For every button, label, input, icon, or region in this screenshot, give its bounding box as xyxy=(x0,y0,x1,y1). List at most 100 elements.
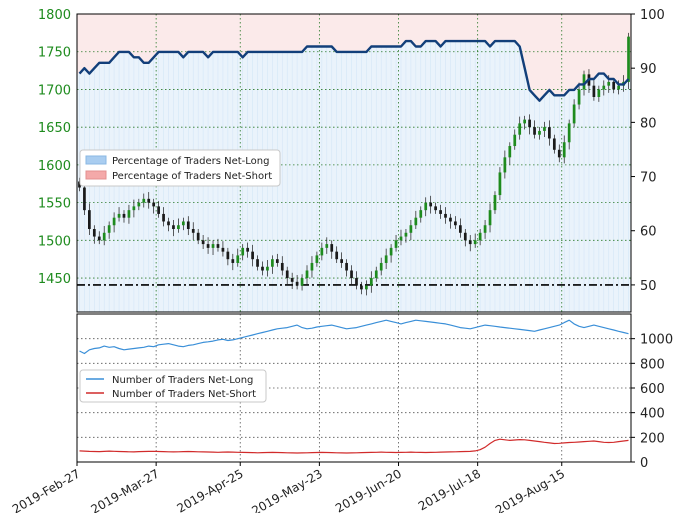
candle-body xyxy=(557,149,561,158)
candle-body xyxy=(236,255,240,263)
net-short-fill-segment xyxy=(358,14,365,52)
candle-body xyxy=(315,255,319,263)
candle-body xyxy=(429,202,433,207)
candle-body xyxy=(280,262,284,271)
candle-body xyxy=(256,259,259,267)
x-tick-label: 2019-Apr-25 xyxy=(174,466,245,513)
net-short-fill-segment xyxy=(398,14,404,47)
net-short-fill-segment xyxy=(101,14,108,63)
candle-body xyxy=(196,232,200,241)
legend-counts-box xyxy=(79,369,267,403)
candle-body xyxy=(117,213,121,218)
net-short-fill-segment xyxy=(616,14,622,85)
net-short-fill-segment xyxy=(141,14,147,63)
candle-body xyxy=(122,213,126,218)
net-short-fill-segment xyxy=(561,14,568,96)
candle-body xyxy=(513,134,517,147)
candle-body xyxy=(112,217,116,226)
candle-body xyxy=(102,232,106,241)
net-short-fill-segment xyxy=(601,14,607,74)
net-short-fill-segment xyxy=(443,14,449,42)
net-short-fill-segment xyxy=(205,14,211,58)
net-short-fill-segment xyxy=(235,14,241,52)
x-tick-label: 2019-Jul-18 xyxy=(416,466,483,513)
net-short-fill-segment xyxy=(383,14,390,47)
candle-body xyxy=(152,202,156,207)
candle-body xyxy=(543,127,546,131)
candle-body xyxy=(473,240,477,245)
net-short-fill-segment xyxy=(428,14,434,42)
net-short-fill-segment xyxy=(180,14,187,58)
legend-percentage: Percentage of Traders Net-Long Percentag… xyxy=(79,149,281,187)
candle-body xyxy=(384,255,388,263)
candle-body xyxy=(355,278,358,286)
candle-body xyxy=(607,81,611,86)
candle-body xyxy=(177,225,180,230)
net-short-fill-segment xyxy=(349,14,355,52)
candle-body xyxy=(300,278,304,286)
candle-body xyxy=(167,221,170,226)
legend-swatch-net-short-pct xyxy=(85,170,107,180)
net-short-fill-segment xyxy=(596,14,602,74)
candle-body xyxy=(533,127,536,135)
net-short-fill-segment xyxy=(482,14,488,42)
candle-body xyxy=(271,259,274,267)
right-axis-ticks: 50 60 70 80 90 100 xyxy=(631,8,665,294)
net-short-fill-segment xyxy=(309,14,315,47)
candle-body xyxy=(88,210,91,230)
net-short-fill-segment xyxy=(106,14,113,63)
candle-body xyxy=(414,217,418,226)
candle-body xyxy=(369,278,373,286)
net-short-fill-segment xyxy=(532,14,538,96)
net-short-count-series xyxy=(79,438,629,454)
candle-body xyxy=(206,244,210,248)
net-short-fill-segment xyxy=(81,14,88,69)
net-short-fill-segment xyxy=(185,14,192,52)
candle-body xyxy=(92,229,96,237)
left-tick-label: 1550 xyxy=(38,197,71,212)
net-short-fill-segment xyxy=(472,14,479,42)
candle-body xyxy=(201,240,205,245)
candle-body xyxy=(552,138,556,150)
left-tick-label: 1700 xyxy=(38,83,71,98)
candle-body xyxy=(350,270,353,279)
net-short-fill-segment xyxy=(151,14,157,58)
net-short-fill-segment xyxy=(522,14,528,69)
candle-body xyxy=(127,210,131,218)
legend-percentage-box xyxy=(79,149,281,187)
net-short-fill-segment xyxy=(378,14,385,47)
candle-body xyxy=(493,195,497,211)
net-long-count-series xyxy=(79,319,629,355)
bottom-panel: 0 200 400 600 800 1000 Number of Traders Net-… xyxy=(76,313,673,471)
net-short-fill-segment xyxy=(517,14,523,47)
net-short-fill-segment xyxy=(121,14,127,52)
bottom-tick-label: 800 xyxy=(640,357,665,372)
net-short-fill-segment xyxy=(413,14,419,47)
net-short-fill-segment xyxy=(621,14,627,85)
candle-body xyxy=(572,104,576,124)
net-short-fill-segment xyxy=(269,14,276,52)
net-long-percentage-series xyxy=(78,39,630,102)
net-short-fill-segment xyxy=(611,14,617,80)
candle-body xyxy=(147,198,151,203)
net-short-fill-segment xyxy=(245,14,251,52)
net-long-percentage-line xyxy=(78,39,630,102)
left-tick-label: 1450 xyxy=(38,272,71,287)
legend-label-net-short-count: Number of Traders Net-Short xyxy=(112,389,256,400)
right-tick-label: 80 xyxy=(640,116,657,131)
candle-body xyxy=(340,259,343,263)
net-short-fill-segment xyxy=(403,14,409,42)
net-short-fill-segment xyxy=(452,14,459,42)
legend-label-net-long-pct: Percentage of Traders Net-Long xyxy=(112,156,270,167)
net-short-fill-segment xyxy=(537,14,543,101)
candle-body xyxy=(404,232,408,237)
net-short-fill-segment xyxy=(170,14,177,52)
legend-counts: Number of Traders Net-Long Number of Tra… xyxy=(79,369,267,403)
candle-body xyxy=(518,123,522,135)
candle-body xyxy=(305,270,309,279)
right-tick-label: 100 xyxy=(640,8,665,23)
net-short-fill-segment xyxy=(606,14,612,80)
bottom-plot-frame xyxy=(76,313,632,463)
candle-body xyxy=(295,281,299,286)
